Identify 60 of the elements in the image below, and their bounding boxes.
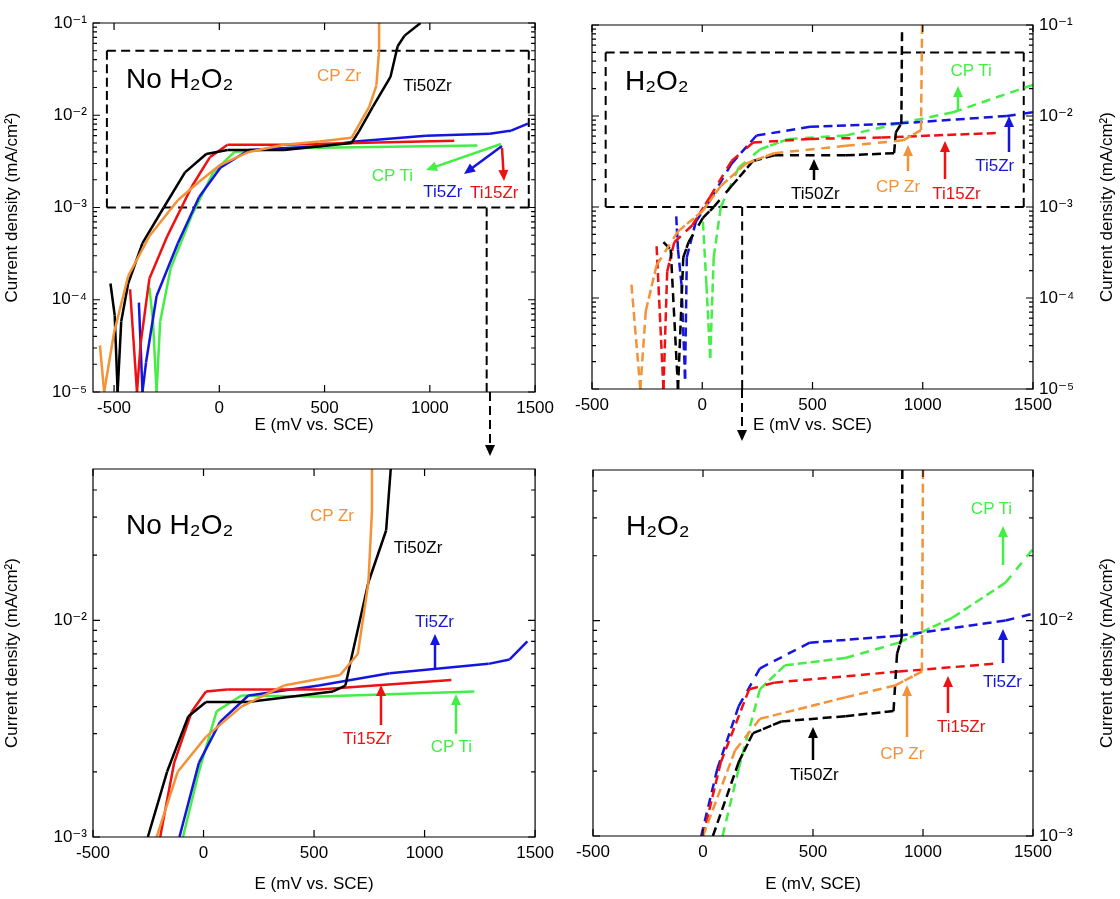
y-tick-label: 10⁻² xyxy=(53,610,88,630)
y2-axis-title: Current density (mA/cm²) xyxy=(1097,112,1117,302)
series-label: Ti50Zr xyxy=(403,75,452,95)
y2-tick-label: 10⁻¹ xyxy=(1039,14,1073,34)
x-tick-label: -500 xyxy=(97,397,132,417)
series-label: CP Zr xyxy=(309,505,354,525)
legend-label: CP Zr xyxy=(876,176,921,196)
series-label: CP Ti xyxy=(950,60,992,80)
annotation: No H₂O₂ xyxy=(126,508,234,540)
y2-tick-label: 10⁻⁴ xyxy=(1039,287,1075,307)
legend-label: Ti5Zr xyxy=(975,155,1015,175)
x-tick-label: 500 xyxy=(310,397,339,417)
x-tick-label: 1000 xyxy=(903,394,942,414)
x-tick-label: -500 xyxy=(575,841,611,861)
x-tick-label: 1000 xyxy=(904,841,942,861)
legend-label: Ti15Zr xyxy=(343,728,392,748)
y2-tick-label: 10⁻² xyxy=(1039,105,1073,125)
x-tick-label: 1500 xyxy=(516,842,554,862)
legend-label: Ti15Zr xyxy=(470,182,519,202)
annotation: H₂O₂ xyxy=(625,64,689,96)
x-axis-title: E (mV vs. SCE) xyxy=(254,874,374,894)
legend-label: Ti15Zr xyxy=(936,716,986,736)
x-tick-label: -500 xyxy=(574,394,610,414)
series-label: Ti50Zr xyxy=(393,537,443,556)
x-tick-label: 1000 xyxy=(405,842,444,862)
series-label: CP Ti xyxy=(371,165,414,185)
y-tick-label: 10⁻³ xyxy=(53,197,88,217)
legend-label: Ti5Zr xyxy=(423,181,463,201)
x-tick-label: 1500 xyxy=(516,397,554,417)
text: Ti5Zr xyxy=(414,611,454,631)
legend-label: Ti50Zr xyxy=(790,764,839,783)
x-axis-title: E (mV vs. SCE) xyxy=(254,415,374,435)
legend-label: Ti5Zr xyxy=(982,671,1023,691)
x-tick-label: 0 xyxy=(214,397,225,417)
y2-tick-label: 10⁻² xyxy=(1039,610,1073,630)
x-tick-label: 500 xyxy=(798,394,827,414)
text: CP Ti xyxy=(970,498,1013,518)
x-tick-label: 1000 xyxy=(410,397,449,417)
x-tick-label: 0 xyxy=(697,394,707,414)
text: CP Zr xyxy=(880,743,925,763)
x-axis-title: E (mV, SCE) xyxy=(765,874,861,894)
annotation: No H₂O₂ xyxy=(126,62,234,94)
legend-label: Ti50Zr xyxy=(791,183,840,203)
y-tick-label: 10⁻⁵ xyxy=(52,381,87,401)
x-tick-label: 0 xyxy=(698,841,708,861)
y2-tick-label: 10⁻³ xyxy=(1039,196,1073,216)
x-axis-title: E (mV vs. SCE) xyxy=(752,415,873,435)
y-axis-title: Current density (mA/cm²) xyxy=(2,558,22,748)
y2-axis-title: Current density (mA/cm²) xyxy=(1097,558,1117,748)
y-tick-label: 10⁻² xyxy=(53,104,88,124)
legend-label: Ti15Zr xyxy=(932,183,981,203)
legend-label: CP Ti xyxy=(430,736,472,756)
x-tick-label: 500 xyxy=(798,841,828,861)
y-tick-label: 10⁻⁴ xyxy=(51,289,87,309)
annotation: H₂O₂ xyxy=(626,509,690,541)
series-label: CP Zr xyxy=(317,65,362,85)
y-tick-label: 10⁻¹ xyxy=(53,12,88,32)
x-tick-label: 500 xyxy=(299,842,329,862)
y-axis-title: Current density (mA/cm²) xyxy=(2,112,22,303)
x-tick-label: 0 xyxy=(198,842,209,862)
